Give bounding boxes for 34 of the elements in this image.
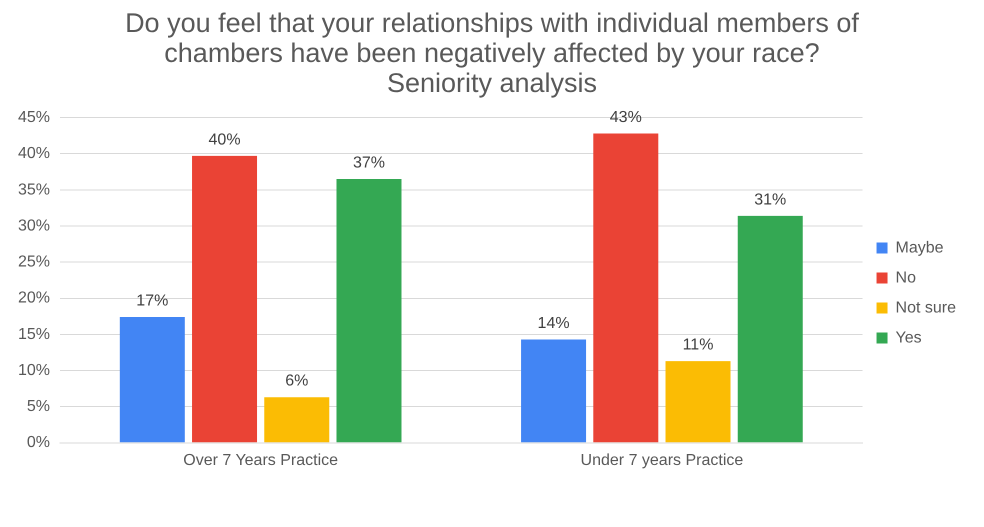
- y-tick-label: 25%: [18, 254, 50, 271]
- legend-label: No: [896, 269, 916, 286]
- legend-label: Not sure: [896, 299, 956, 316]
- data-label: 11%: [682, 336, 714, 354]
- legend-label: Yes: [896, 329, 922, 346]
- bar: [120, 317, 185, 442]
- data-label: 40%: [208, 131, 241, 148]
- x-tick-label: Under 7 years Practice: [580, 452, 744, 469]
- data-label: 31%: [754, 191, 786, 208]
- data-label: 43%: [610, 108, 642, 126]
- data-label: 17%: [136, 292, 168, 310]
- y-tick-label: 45%: [18, 109, 50, 126]
- y-tick-label: 35%: [18, 181, 50, 198]
- bar: [593, 134, 658, 442]
- y-tick-label: 5%: [26, 398, 50, 416]
- bar: [738, 216, 803, 442]
- y-tick-label: 40%: [18, 145, 50, 162]
- legend-label: Maybe: [896, 239, 944, 256]
- bar: [192, 156, 258, 442]
- chart-title: Do you feel that your relationships with individual members of chambers have been negatively affected by your race?: [124, 8, 860, 68]
- bar: [666, 361, 731, 442]
- y-tick-label: 15%: [18, 326, 50, 343]
- bar: [521, 339, 586, 442]
- y-tick-label: 30%: [18, 217, 50, 234]
- data-label: 37%: [352, 154, 386, 172]
- x-tick-label: Over 7 Years Practice: [183, 452, 338, 469]
- y-tick-label: 0%: [26, 434, 50, 452]
- bar: [336, 179, 402, 442]
- y-tick-label: 20%: [18, 290, 50, 307]
- chart-subtitle: Seniority analysis: [386, 68, 598, 98]
- y-tick-label: 10%: [18, 362, 50, 379]
- data-label: 14%: [538, 314, 570, 332]
- data-label: 6%: [285, 372, 308, 390]
- bar: [264, 397, 330, 442]
